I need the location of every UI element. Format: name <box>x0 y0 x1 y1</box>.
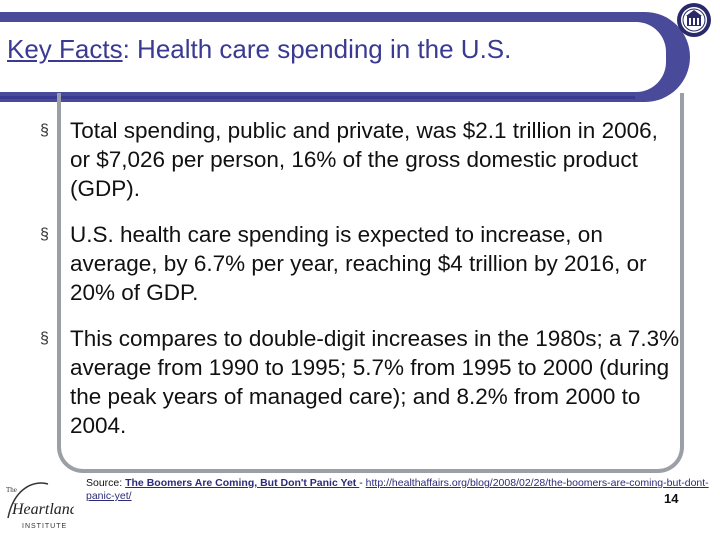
source-separator: - <box>359 477 366 489</box>
slide-title: Key Facts: Health care spending in the U… <box>7 34 511 65</box>
title-underline <box>0 96 635 99</box>
source-article-link[interactable]: The Boomers Are Coming, But Don't Panic … <box>125 477 360 489</box>
bullet-marker: § <box>40 330 49 347</box>
source-citation: Source: The Boomers Are Coming, But Don'… <box>86 477 711 503</box>
seal-icon <box>677 3 711 37</box>
bullet-list: § Total spending, public and private, wa… <box>40 116 680 457</box>
source-url-link[interactable]: http://healthaffairs.org/blog/2008/02/28… <box>86 477 709 502</box>
title-rest: : Health care spending in the U.S. <box>122 34 512 64</box>
bullet-text: Total spending, public and private, was … <box>70 118 658 201</box>
bullet-marker: § <box>40 122 49 139</box>
bullet-marker: § <box>40 226 49 243</box>
content-frame <box>57 93 684 473</box>
svg-text:Heartland: Heartland <box>11 501 74 518</box>
source-label: Source: <box>86 477 126 489</box>
bullet-item: § Total spending, public and private, wa… <box>40 116 680 203</box>
bullet-item: § This compares to double-digit increase… <box>40 324 680 440</box>
bullet-item: § U.S. health care spending is expected … <box>40 220 680 307</box>
bullet-text: U.S. health care spending is expected to… <box>70 222 647 305</box>
page-number: 14 <box>664 491 679 506</box>
title-lead: Key Facts <box>7 34 123 64</box>
bullet-text: This compares to double-digit increases … <box>70 326 680 438</box>
title-panel <box>0 22 666 92</box>
svg-text:INSTITUTE: INSTITUTE <box>22 523 67 530</box>
heartland-logo: The Heartland INSTITUTE <box>6 482 74 530</box>
svg-text:The: The <box>6 486 17 494</box>
